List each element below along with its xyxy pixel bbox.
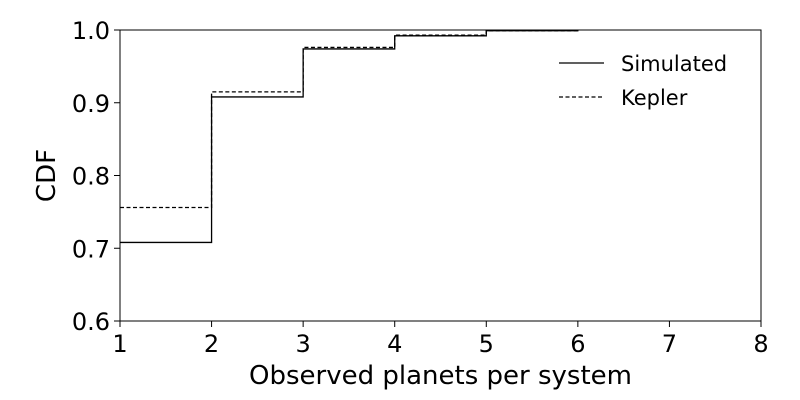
y-tick-label: 0.9 [72, 90, 110, 118]
x-axis-label: Observed planets per system [249, 361, 632, 391]
x-tick-label: 7 [662, 330, 677, 358]
y-tick-label: 0.7 [72, 235, 110, 263]
x-tick-label: 1 [112, 330, 127, 358]
y-tick-label: 0.8 [72, 163, 110, 191]
legend-label: Simulated [621, 52, 727, 76]
y-axis-label: CDF [32, 149, 62, 202]
y-axis-ticks: 0.6 0.7 0.8 0.9 1.0 [72, 17, 120, 336]
x-tick-label: 5 [479, 330, 494, 358]
x-tick-label: 3 [296, 330, 311, 358]
plot-area [120, 30, 579, 244]
series-line-kepler [120, 30, 579, 209]
x-axis-ticks: 1 2 3 4 5 6 7 8 [112, 321, 769, 358]
x-tick-label: 6 [570, 330, 585, 358]
legend-item-simulated: Simulated [559, 52, 727, 76]
x-tick-label: 8 [753, 330, 768, 358]
x-tick-label: 4 [387, 330, 402, 358]
legend: Simulated Kepler [559, 52, 727, 110]
y-tick-label: 0.6 [72, 308, 110, 336]
series-line-simulated [120, 30, 579, 244]
x-tick-label: 2 [204, 330, 219, 358]
legend-item-kepler: Kepler [559, 86, 688, 110]
legend-label: Kepler [621, 86, 688, 110]
y-tick-label: 1.0 [72, 17, 110, 45]
